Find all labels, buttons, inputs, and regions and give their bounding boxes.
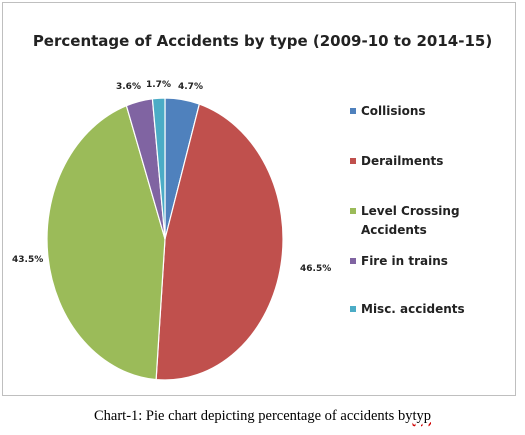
legend-swatch <box>350 108 356 114</box>
chart-title: Percentage of Accidents by type (2009-10… <box>32 32 493 50</box>
pie-slice-misc-accidents <box>151 97 166 240</box>
legend-swatch <box>350 208 356 214</box>
slice-value-label: 4.7% <box>178 82 203 92</box>
slice-value-label: 3.6% <box>116 82 141 92</box>
legend-label: Level Crossing Accidents <box>361 204 460 237</box>
legend-label: Collisions <box>361 104 426 118</box>
figure-caption: Chart-1: Pie chart depicting percentage … <box>0 408 525 425</box>
caption-misspelled-word: typ <box>412 408 431 424</box>
slice-value-label: 1.7% <box>146 80 171 90</box>
legend-swatch <box>350 258 356 264</box>
legend-label: Fire in trains <box>361 254 448 268</box>
legend-swatch <box>350 158 356 164</box>
legend-label: Derailments <box>361 154 444 168</box>
legend-label: Misc. accidents <box>361 302 465 316</box>
caption-text: Chart-1: Pie chart depicting percentage … <box>93 408 413 424</box>
slice-value-label: 46.5% <box>300 264 331 274</box>
slice-value-label: 43.5% <box>12 255 43 265</box>
pie-chart: 4.7% 46.5% 43.5% 3.6% 1.7% <box>12 80 331 381</box>
pie-slice-derailments <box>155 103 284 381</box>
legend-swatch <box>350 306 356 312</box>
pie-slice-level-crossing-accidents <box>46 104 166 381</box>
